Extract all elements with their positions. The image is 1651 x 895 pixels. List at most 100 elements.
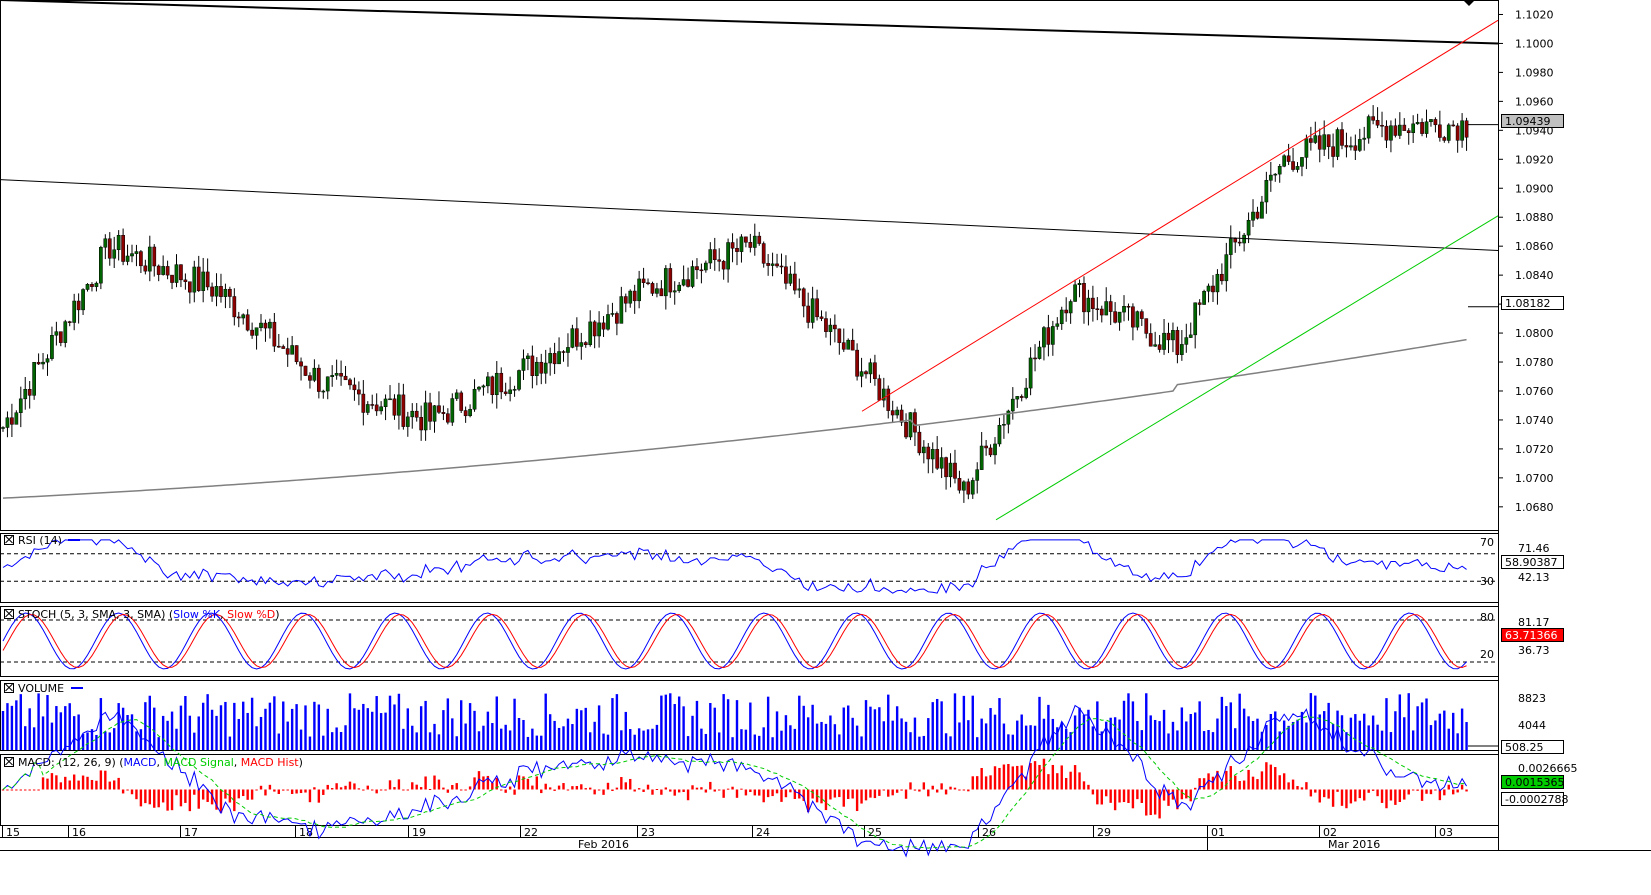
candle (726, 242, 730, 270)
macd-hist-bar (335, 783, 338, 790)
candle (864, 371, 868, 375)
candle (1380, 124, 1384, 127)
volume-bar (482, 725, 485, 750)
macd-hist-bar (798, 789, 801, 799)
close-pane-icon[interactable] (4, 535, 14, 545)
macd-hist-bar (548, 787, 552, 790)
macd-hist-bar (1056, 773, 1059, 790)
y-tick-label: 1.0840 (1515, 269, 1554, 282)
macd-hist-bar (735, 789, 739, 798)
volume-bar (967, 720, 970, 750)
macd-hist-bar (904, 789, 908, 799)
volume-bar (135, 731, 138, 750)
volume-bar (451, 718, 454, 750)
candle (663, 268, 668, 297)
macd-hist-bar (273, 789, 276, 792)
candle (1371, 116, 1375, 121)
volume-bar (1278, 731, 1281, 750)
candle (228, 288, 232, 297)
stoch-sep: , (220, 608, 228, 621)
macd-hist-bar (922, 782, 926, 790)
volume-bar (891, 720, 894, 750)
stoch-title-suffix: ) (275, 608, 280, 621)
volume-bar (517, 718, 521, 750)
macd-hist-bar (228, 789, 232, 803)
macd-hist-bar (544, 783, 547, 790)
volume-bar (887, 694, 890, 750)
macd-hist-bar (1425, 789, 1428, 794)
macd-hist-label: MACD Hist (240, 756, 299, 769)
volume-bar (193, 732, 196, 750)
candle (1433, 119, 1438, 126)
macd-hist-bar (495, 777, 498, 790)
macd-hist-bar (1207, 773, 1210, 790)
macd-hist-bar (210, 789, 214, 805)
macd-hist-bar (419, 787, 423, 790)
candle (526, 355, 530, 359)
macd-hist-bar (1371, 789, 1375, 791)
volume-bar (491, 723, 494, 750)
macd-hist-bar (486, 775, 490, 790)
candle (877, 378, 882, 401)
macd-hist-bar (677, 789, 681, 793)
close-pane-icon[interactable] (4, 683, 14, 693)
macd-hist-bar (24, 789, 27, 791)
candle (107, 238, 112, 259)
macd-hist-bar (215, 789, 218, 810)
macd-last-tag: 0.0015365 (1501, 775, 1565, 789)
volume-bar (620, 730, 623, 750)
candle (1171, 330, 1175, 341)
macd-hist-bar (1296, 786, 1299, 790)
macd-hist-bar (1122, 789, 1126, 803)
macd-hist-bar (1225, 770, 1228, 790)
candle (895, 409, 899, 416)
candle (1086, 297, 1091, 313)
volume-bar (1207, 729, 1210, 750)
candle (1309, 138, 1313, 143)
y-tick-label: 1.0960 (1515, 95, 1554, 108)
candle (1037, 346, 1042, 359)
macd-hist-bar (1229, 766, 1232, 790)
volume-bar (753, 734, 756, 750)
macd-hist-bar (962, 789, 966, 791)
volume-bar (744, 729, 748, 750)
volume-bar (313, 701, 316, 750)
volume-bar (731, 737, 734, 750)
candle (130, 253, 134, 257)
candle (508, 389, 512, 394)
close-pane-icon[interactable] (4, 757, 14, 767)
volume-bar (273, 696, 276, 750)
last-price-tag: 1.09439 (1501, 114, 1564, 128)
volume-bar (1260, 731, 1264, 750)
volume-bar (1354, 714, 1357, 750)
volume-bar (1358, 720, 1361, 750)
candle (494, 372, 499, 396)
macd-hist-bar (1318, 789, 1321, 803)
macd-hist-bar (1251, 776, 1255, 790)
volume-bar (789, 725, 792, 750)
candle (953, 462, 957, 479)
macd-hist-bar (838, 789, 841, 798)
macd-hist-bar (731, 786, 734, 790)
volume-bar (629, 729, 632, 750)
macd-hist-bar (1363, 789, 1366, 801)
volume-bar (95, 734, 98, 750)
volume-bar (1007, 734, 1010, 750)
volume-bar (829, 715, 832, 750)
candle (1206, 285, 1211, 292)
macd-hist-bar (646, 784, 650, 790)
volume-bar (459, 700, 463, 750)
macd-hist-bar (433, 775, 436, 790)
candle (1055, 323, 1060, 327)
volume-bar (371, 711, 374, 750)
macd-hist-bar (909, 782, 912, 790)
candle (886, 388, 891, 411)
macd-hist-bar (1416, 789, 1419, 791)
volume-bar (1291, 721, 1295, 750)
volume-bar (1216, 718, 1219, 750)
close-pane-icon[interactable] (4, 609, 14, 619)
volume-bar (1340, 715, 1344, 750)
macd-hist-bar (758, 789, 761, 796)
volume-bar (86, 732, 89, 750)
